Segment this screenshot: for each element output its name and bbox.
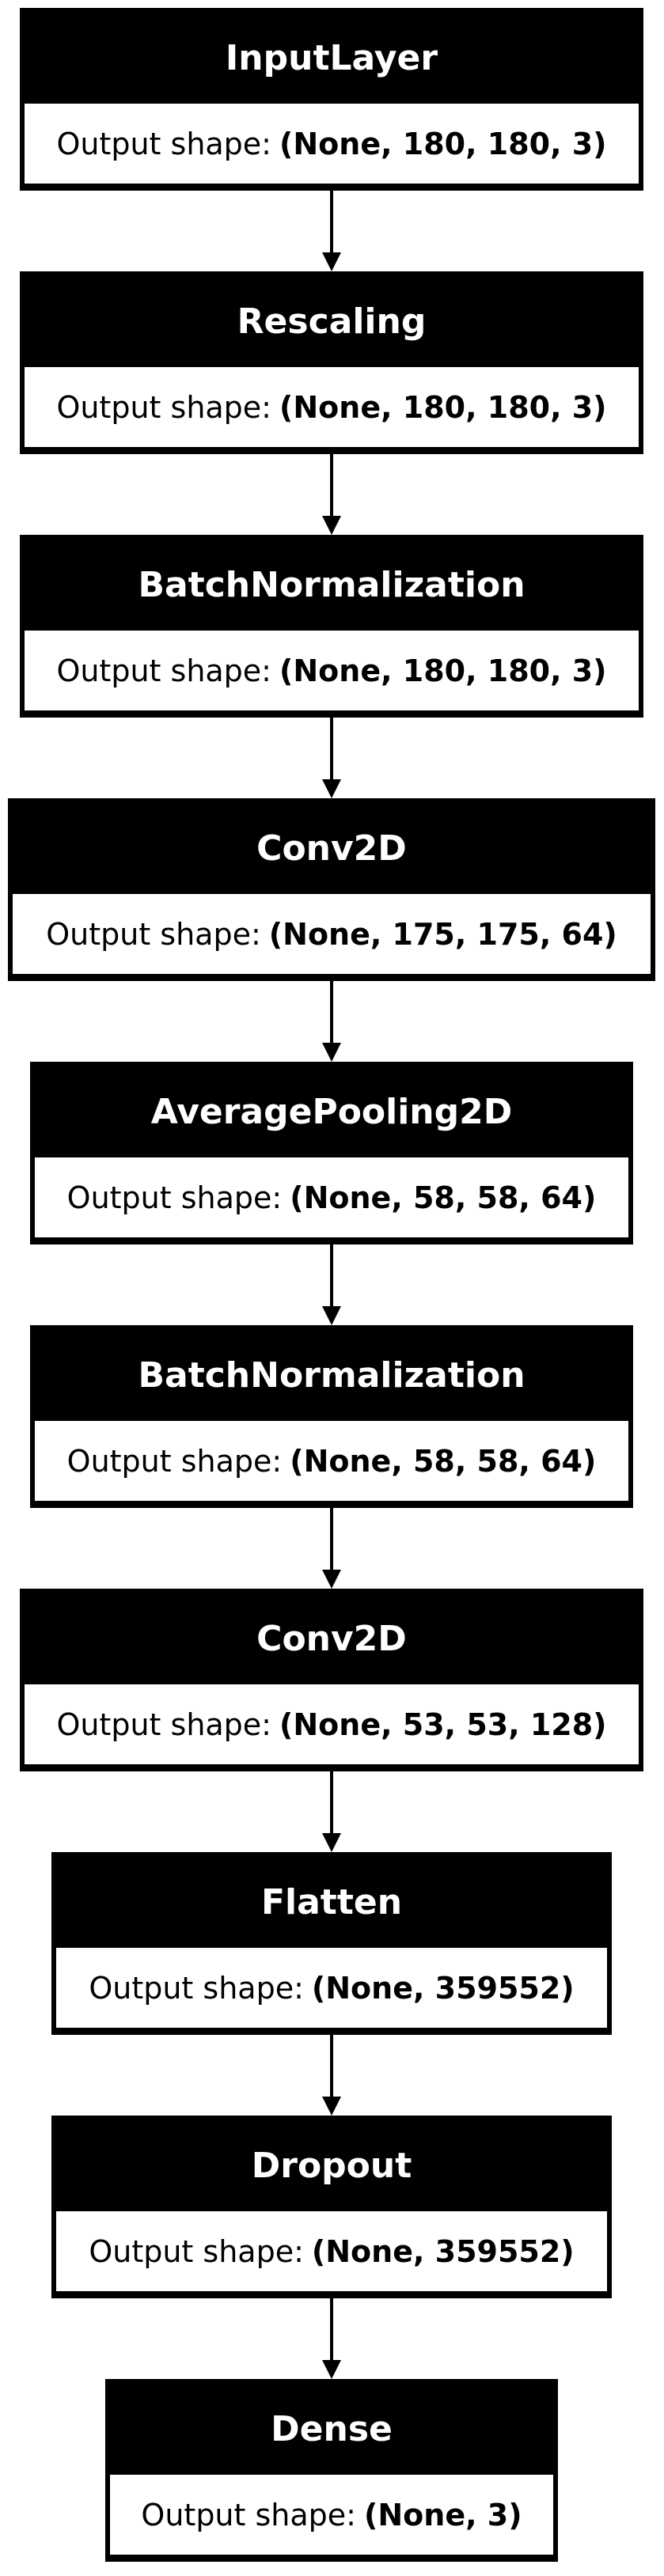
layer-node-batchnormalization-2: BatchNormalization Output shape: (None, … bbox=[30, 1325, 633, 1508]
layer-title: AveragePooling2D bbox=[150, 1091, 513, 1132]
output-shape-label: Output shape: bbox=[66, 1180, 283, 1215]
layer-node-conv2d-2: Conv2D Output shape: (None, 53, 53, 128) bbox=[20, 1589, 643, 1771]
layer-output-shape: Output shape: (None, 3) bbox=[110, 2475, 553, 2555]
layer-node-batchnormalization-1: BatchNormalization Output shape: (None, … bbox=[20, 535, 643, 718]
layer-title: Dense bbox=[271, 2408, 393, 2449]
output-shape-label: Output shape: bbox=[56, 126, 271, 161]
layer-output-shape: Output shape: (None, 58, 58, 64) bbox=[35, 1421, 628, 1501]
layer-title: BatchNormalization bbox=[138, 564, 526, 605]
layer-output-shape: Output shape: (None, 180, 180, 3) bbox=[25, 367, 639, 447]
output-shape-label: Output shape: bbox=[56, 389, 271, 425]
layer-title: BatchNormalization bbox=[138, 1354, 526, 1396]
output-shape-label: Output shape: bbox=[56, 653, 271, 688]
output-shape-value: (None, 359552) bbox=[311, 2233, 575, 2269]
output-shape-value: (None, 3) bbox=[363, 2497, 522, 2532]
layer-output-shape: Output shape: (None, 359552) bbox=[56, 2211, 607, 2291]
output-shape-label: Output shape: bbox=[56, 1707, 271, 1742]
layer-node-conv2d-1: Conv2D Output shape: (None, 175, 175, 64… bbox=[8, 798, 655, 981]
output-shape-value: (None, 359552) bbox=[311, 1970, 575, 2006]
layer-node-rescaling: Rescaling Output shape: (None, 180, 180,… bbox=[20, 271, 643, 454]
layer-node-input: InputLayer Output shape: (None, 180, 180… bbox=[20, 8, 643, 191]
layer-title: Flatten bbox=[260, 1881, 403, 1923]
output-shape-value: (None, 180, 180, 3) bbox=[279, 126, 607, 161]
layer-node-dense: Dense Output shape: (None, 3) bbox=[105, 2379, 558, 2562]
output-shape-label: Output shape: bbox=[89, 2233, 304, 2269]
output-shape-label: Output shape: bbox=[66, 1443, 283, 1479]
layer-output-shape: Output shape: (None, 175, 175, 64) bbox=[13, 894, 651, 974]
layer-title: Dropout bbox=[251, 2145, 412, 2186]
layer-title: Rescaling bbox=[237, 301, 427, 342]
layer-title: InputLayer bbox=[225, 37, 438, 78]
layer-output-shape: Output shape: (None, 180, 180, 3) bbox=[25, 631, 639, 710]
layer-node-dropout: Dropout Output shape: (None, 359552) bbox=[51, 2116, 612, 2298]
output-shape-value: (None, 175, 175, 64) bbox=[268, 916, 617, 952]
layer-output-shape: Output shape: (None, 53, 53, 128) bbox=[25, 1684, 639, 1764]
output-shape-label: Output shape: bbox=[46, 916, 261, 952]
layer-node-flatten: Flatten Output shape: (None, 359552) bbox=[51, 1852, 612, 2035]
layer-node-averagepooling2d: AveragePooling2D Output shape: (None, 58… bbox=[30, 1062, 633, 1244]
layer-output-shape: Output shape: (None, 180, 180, 3) bbox=[25, 104, 639, 184]
layer-title: Conv2D bbox=[256, 828, 407, 869]
output-shape-value: (None, 180, 180, 3) bbox=[279, 389, 607, 425]
output-shape-value: (None, 180, 180, 3) bbox=[279, 653, 607, 688]
output-shape-label: Output shape: bbox=[141, 2497, 356, 2532]
output-shape-value: (None, 58, 58, 64) bbox=[290, 1180, 597, 1215]
output-shape-label: Output shape: bbox=[89, 1970, 304, 2006]
layer-title: Conv2D bbox=[256, 1618, 407, 1659]
layer-output-shape: Output shape: (None, 359552) bbox=[56, 1948, 607, 2028]
output-shape-value: (None, 53, 53, 128) bbox=[279, 1707, 607, 1742]
layer-output-shape: Output shape: (None, 58, 58, 64) bbox=[35, 1157, 628, 1237]
output-shape-value: (None, 58, 58, 64) bbox=[290, 1443, 597, 1479]
